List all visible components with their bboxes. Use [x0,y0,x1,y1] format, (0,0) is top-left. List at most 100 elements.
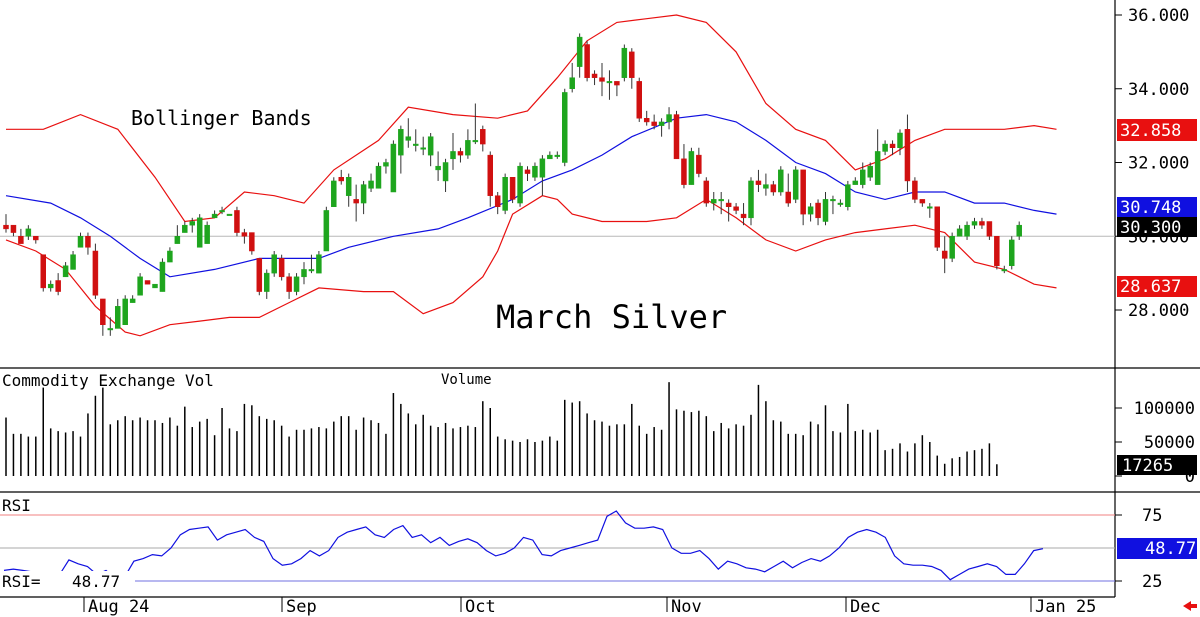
rsi-readout-label: RSI= [2,572,41,591]
candle-body [666,114,672,123]
candle [450,133,456,170]
volume-panel-label: Commodity Exchange Vol [2,371,214,390]
candle [137,273,143,296]
candle [986,221,993,240]
scroll-arrow-icon[interactable] [1183,601,1197,611]
candle [167,247,173,263]
candle-body [532,165,538,178]
candle-body [912,180,918,200]
last-volume-badge: 17265 [1117,455,1197,476]
volume-axis-ticks: 100000 50000 0 [1115,399,1195,487]
candle-body [375,165,382,189]
candle-body [584,44,590,78]
candle-body [874,151,881,185]
candle [889,140,896,156]
month-label: Jan 25 [1035,597,1096,617]
candle-body [264,272,270,292]
candle [770,180,777,196]
candle-body [427,136,434,156]
candle [226,213,233,216]
candle [33,236,39,244]
rsi-tick-label: 75 [1142,506,1162,526]
candle [338,169,344,185]
candle-body [487,154,493,196]
candle-body [509,177,516,200]
candle [994,236,1000,270]
candle-body [882,143,888,152]
rsi-panel-label: RSI [2,496,31,515]
candle-body [457,151,464,156]
candle-body [718,199,724,202]
rsi-line [3,510,1044,582]
candle [785,173,791,207]
candle [547,151,553,160]
candle [55,273,61,296]
candle [509,177,516,204]
candle-body [934,206,940,248]
candle-body [18,236,24,244]
bollinger-annotation: Bollinger Bands [131,106,312,130]
candle [599,62,605,97]
candle-body [301,269,307,278]
candle-body [569,77,575,89]
candle [174,225,181,244]
candle-body [994,236,1000,266]
candle [465,129,471,159]
volume-tick-label: 50000 [1144,433,1195,453]
candle-body [40,254,46,289]
candle [904,114,911,192]
candle-body [979,221,985,226]
candle-body [47,283,54,289]
candle [763,173,769,196]
candle [666,107,672,130]
candle-body [55,280,61,292]
middle-band-badge: 30.748 [1117,197,1197,218]
candle-body [115,306,121,329]
candle-body [658,121,665,126]
candle [152,283,158,289]
volume-tick-label: 100000 [1134,399,1195,419]
candle [353,184,359,222]
candle-body [949,236,955,259]
month-label: Nov [671,597,702,617]
candle [643,110,650,126]
candle-body [159,261,166,292]
month-label: Oct [465,597,496,617]
candle-body [636,81,642,119]
candle-body [189,221,195,226]
candle [286,273,292,299]
candle-body [524,169,531,174]
candle [621,44,628,82]
candle [219,206,225,215]
candle [77,232,84,248]
candle-body [651,121,657,126]
candle [815,199,821,226]
candle-body [785,191,791,204]
candle-body [703,180,710,204]
candle-body [591,73,598,78]
candle [204,221,210,244]
candle-body [845,184,851,207]
candle-body [323,210,330,252]
candle-body [480,129,486,145]
candle-body [539,158,546,178]
candle [956,225,963,237]
candle-body [211,213,218,219]
candle [368,173,374,192]
candle [606,70,613,100]
candle-body [435,165,441,171]
candle-body [1001,269,1008,272]
candle [532,162,538,181]
candle-body [867,165,873,178]
candle [860,162,866,189]
candle [316,251,322,274]
candle-body [308,269,315,272]
candle-body [927,206,933,209]
candle [390,140,397,193]
candle [539,155,546,196]
candle [18,228,24,244]
candle-body [122,298,128,325]
candle-body [129,298,136,303]
candle [271,251,277,277]
candle [47,280,54,292]
